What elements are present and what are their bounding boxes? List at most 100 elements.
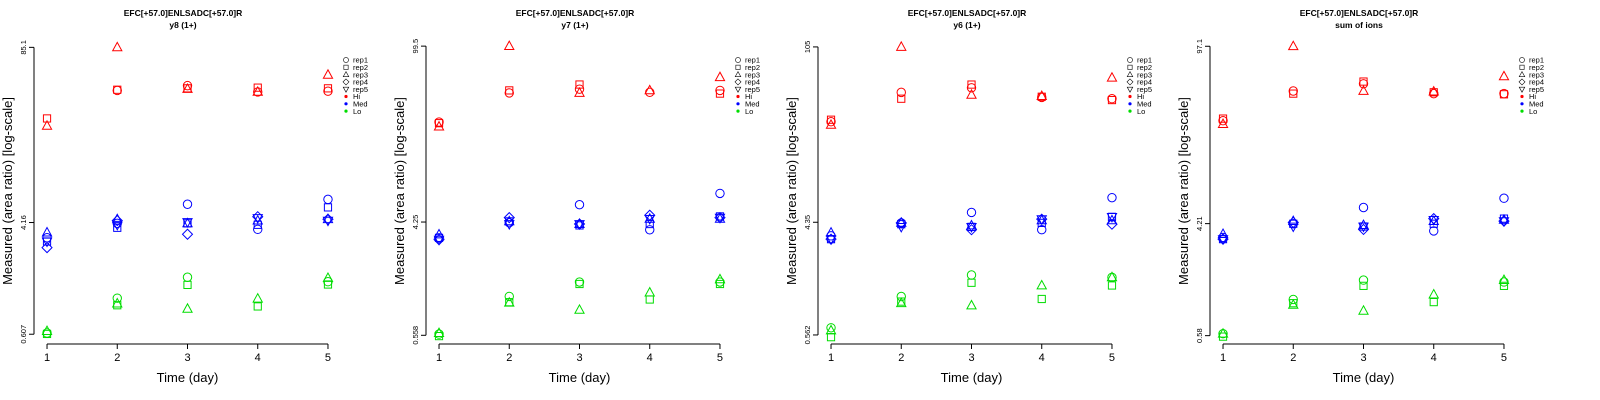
legend-label-rep4: rep4 [745, 78, 760, 87]
data-point-med-rep3 [41, 226, 53, 237]
y-axis-label: Measured (area ratio) [log-scale] [392, 97, 407, 285]
data-point-lo-rep3 [1287, 298, 1299, 309]
data-point-med-rep5 [182, 218, 193, 229]
data-point-hi-rep3 [966, 88, 977, 99]
data-point-lo-rep3 [574, 303, 585, 314]
data-point-lo-rep2 [253, 302, 262, 311]
legend-label-rep2: rep2 [1529, 63, 1544, 72]
data-point-med-rep3 [895, 216, 907, 227]
legend-marker-rep1 [1519, 57, 1525, 63]
data-point-hi-rep3 [1358, 84, 1369, 95]
data-point-med-rep1 [1037, 225, 1047, 235]
data-point-hi-rep3 [574, 86, 585, 97]
y-axis-label: Measured (area ratio) [log-scale] [784, 97, 799, 285]
data-point-hi-rep3 [1287, 40, 1299, 51]
chart-title: EFC[+57.0]ENLSADC[+57.0]R [124, 8, 243, 18]
legend-label-hi: Hi [353, 92, 360, 101]
data-point-lo-rep3 [433, 327, 445, 338]
data-point-med-rep5 [322, 216, 334, 227]
x-tick-label: 3 [184, 352, 190, 364]
legend-label-rep2: rep2 [353, 63, 368, 72]
legend-dot-med [344, 102, 348, 106]
data-point-hi-rep2 [323, 84, 333, 93]
legend-label-rep4: rep4 [353, 78, 368, 87]
legend-dot-lo [1128, 109, 1132, 113]
legend-dot-lo [736, 109, 740, 113]
legend-label-med: Med [353, 100, 368, 109]
data-point-med-rep5 [41, 237, 53, 248]
legend-dot-med [1520, 102, 1524, 106]
data-point-lo-rep2 [183, 280, 192, 290]
data-point-med-rep4 [41, 241, 53, 254]
legend-dot-hi [344, 94, 348, 99]
data-point-med-rep5 [503, 220, 515, 231]
chart-panel-3: EFC[+57.0]ENLSADC[+57.0]R y6 (1+) 1 2 3 4 5 Tim… [784, 8, 1152, 385]
data-point-lo-rep3 [1106, 271, 1118, 282]
legend-label-rep1: rep1 [745, 56, 760, 65]
legend-label-rep3: rep3 [745, 70, 760, 79]
data-point-med-rep5 [252, 214, 264, 225]
data-point-med-rep1 [715, 188, 725, 199]
data-point-med-rep5 [1358, 222, 1369, 233]
x-tick-label: 2 [114, 352, 120, 364]
chart-subtitle: sum of ions [1335, 20, 1383, 30]
data-point-med-rep4 [181, 228, 194, 240]
chart-title: EFC[+57.0]ENLSADC[+57.0]R [1300, 8, 1419, 18]
x-axis-label: Time (day) [157, 370, 219, 385]
data-point-med-rep4 [965, 223, 978, 236]
data-point-med-rep4 [1287, 216, 1299, 229]
data-point-med-rep4 [503, 211, 515, 224]
data-point-med-rep4 [644, 209, 656, 221]
y-tick-label: 4.25 [411, 215, 420, 230]
data-point-med-rep4 [895, 217, 907, 229]
legend-label-rep2: rep2 [1137, 63, 1152, 72]
data-point-lo-rep3 [1428, 288, 1440, 299]
data-point-lo-rep3 [111, 297, 123, 308]
legend-label-hi: Hi [1137, 92, 1144, 101]
data-point-lo-rep2 [1107, 281, 1117, 290]
data-point-hi-rep1 [1358, 79, 1369, 89]
data-point-hi-rep3 [1106, 71, 1118, 82]
data-point-lo-rep3 [1217, 327, 1229, 338]
legend-dot-med [1128, 102, 1132, 106]
data-point-lo-rep3 [1358, 304, 1369, 315]
legend-label-med: Med [1137, 100, 1152, 109]
legend-marker-rep5 [734, 86, 742, 93]
data-point-med-rep1 [1499, 193, 1509, 203]
data-point-lo-rep1 [826, 323, 836, 333]
data-point-hi-rep1 [323, 86, 333, 96]
data-point-lo-rep1 [574, 277, 585, 287]
data-point-hi-rep3 [644, 84, 656, 95]
data-point-med-rep4 [1106, 218, 1118, 230]
legend-label-rep5: rep5 [353, 85, 368, 94]
data-point-lo-rep3 [41, 325, 53, 336]
x-tick-label: 1 [828, 352, 834, 364]
data-point-lo-rep3 [322, 271, 334, 282]
data-point-lo-rep2 [826, 333, 836, 342]
data-point-lo-rep1 [182, 272, 193, 282]
x-tick-label: 2 [1290, 352, 1296, 364]
x-axis-label: Time (day) [941, 370, 1003, 385]
legend-label-lo: Lo [1137, 107, 1145, 116]
data-point-lo-rep3 [1498, 274, 1510, 284]
data-point-med-rep1 [1107, 192, 1117, 203]
chart-panel-1: EFC[+57.0]ENLSADC[+57.0]R y8 (1+) 1 2 3 4 5 Tim… [0, 8, 368, 385]
data-point-med-rep5 [825, 235, 837, 246]
data-point-med-rep5 [966, 222, 977, 233]
legend-label-lo: Lo [745, 107, 753, 116]
data-point-hi-rep2 [826, 115, 836, 124]
y-tick-label: 97.1 [1195, 39, 1204, 54]
data-point-lo-rep2 [715, 279, 725, 289]
data-point-med-rep3 [433, 228, 445, 239]
legend-marker-rep4 [1126, 78, 1134, 86]
data-point-hi-rep1 [1429, 88, 1439, 99]
data-point-lo-rep2 [645, 295, 654, 304]
chart-title: EFC[+57.0]ENLSADC[+57.0]R [908, 8, 1027, 18]
data-point-lo-rep2 [575, 279, 584, 289]
legend-marker-rep5 [1126, 86, 1134, 93]
legend-label-rep4: rep4 [1137, 78, 1152, 87]
data-point-hi-rep3 [111, 41, 123, 52]
legend-label-lo: Lo [1529, 107, 1537, 116]
chart-subtitle: y8 (1+) [169, 20, 196, 30]
